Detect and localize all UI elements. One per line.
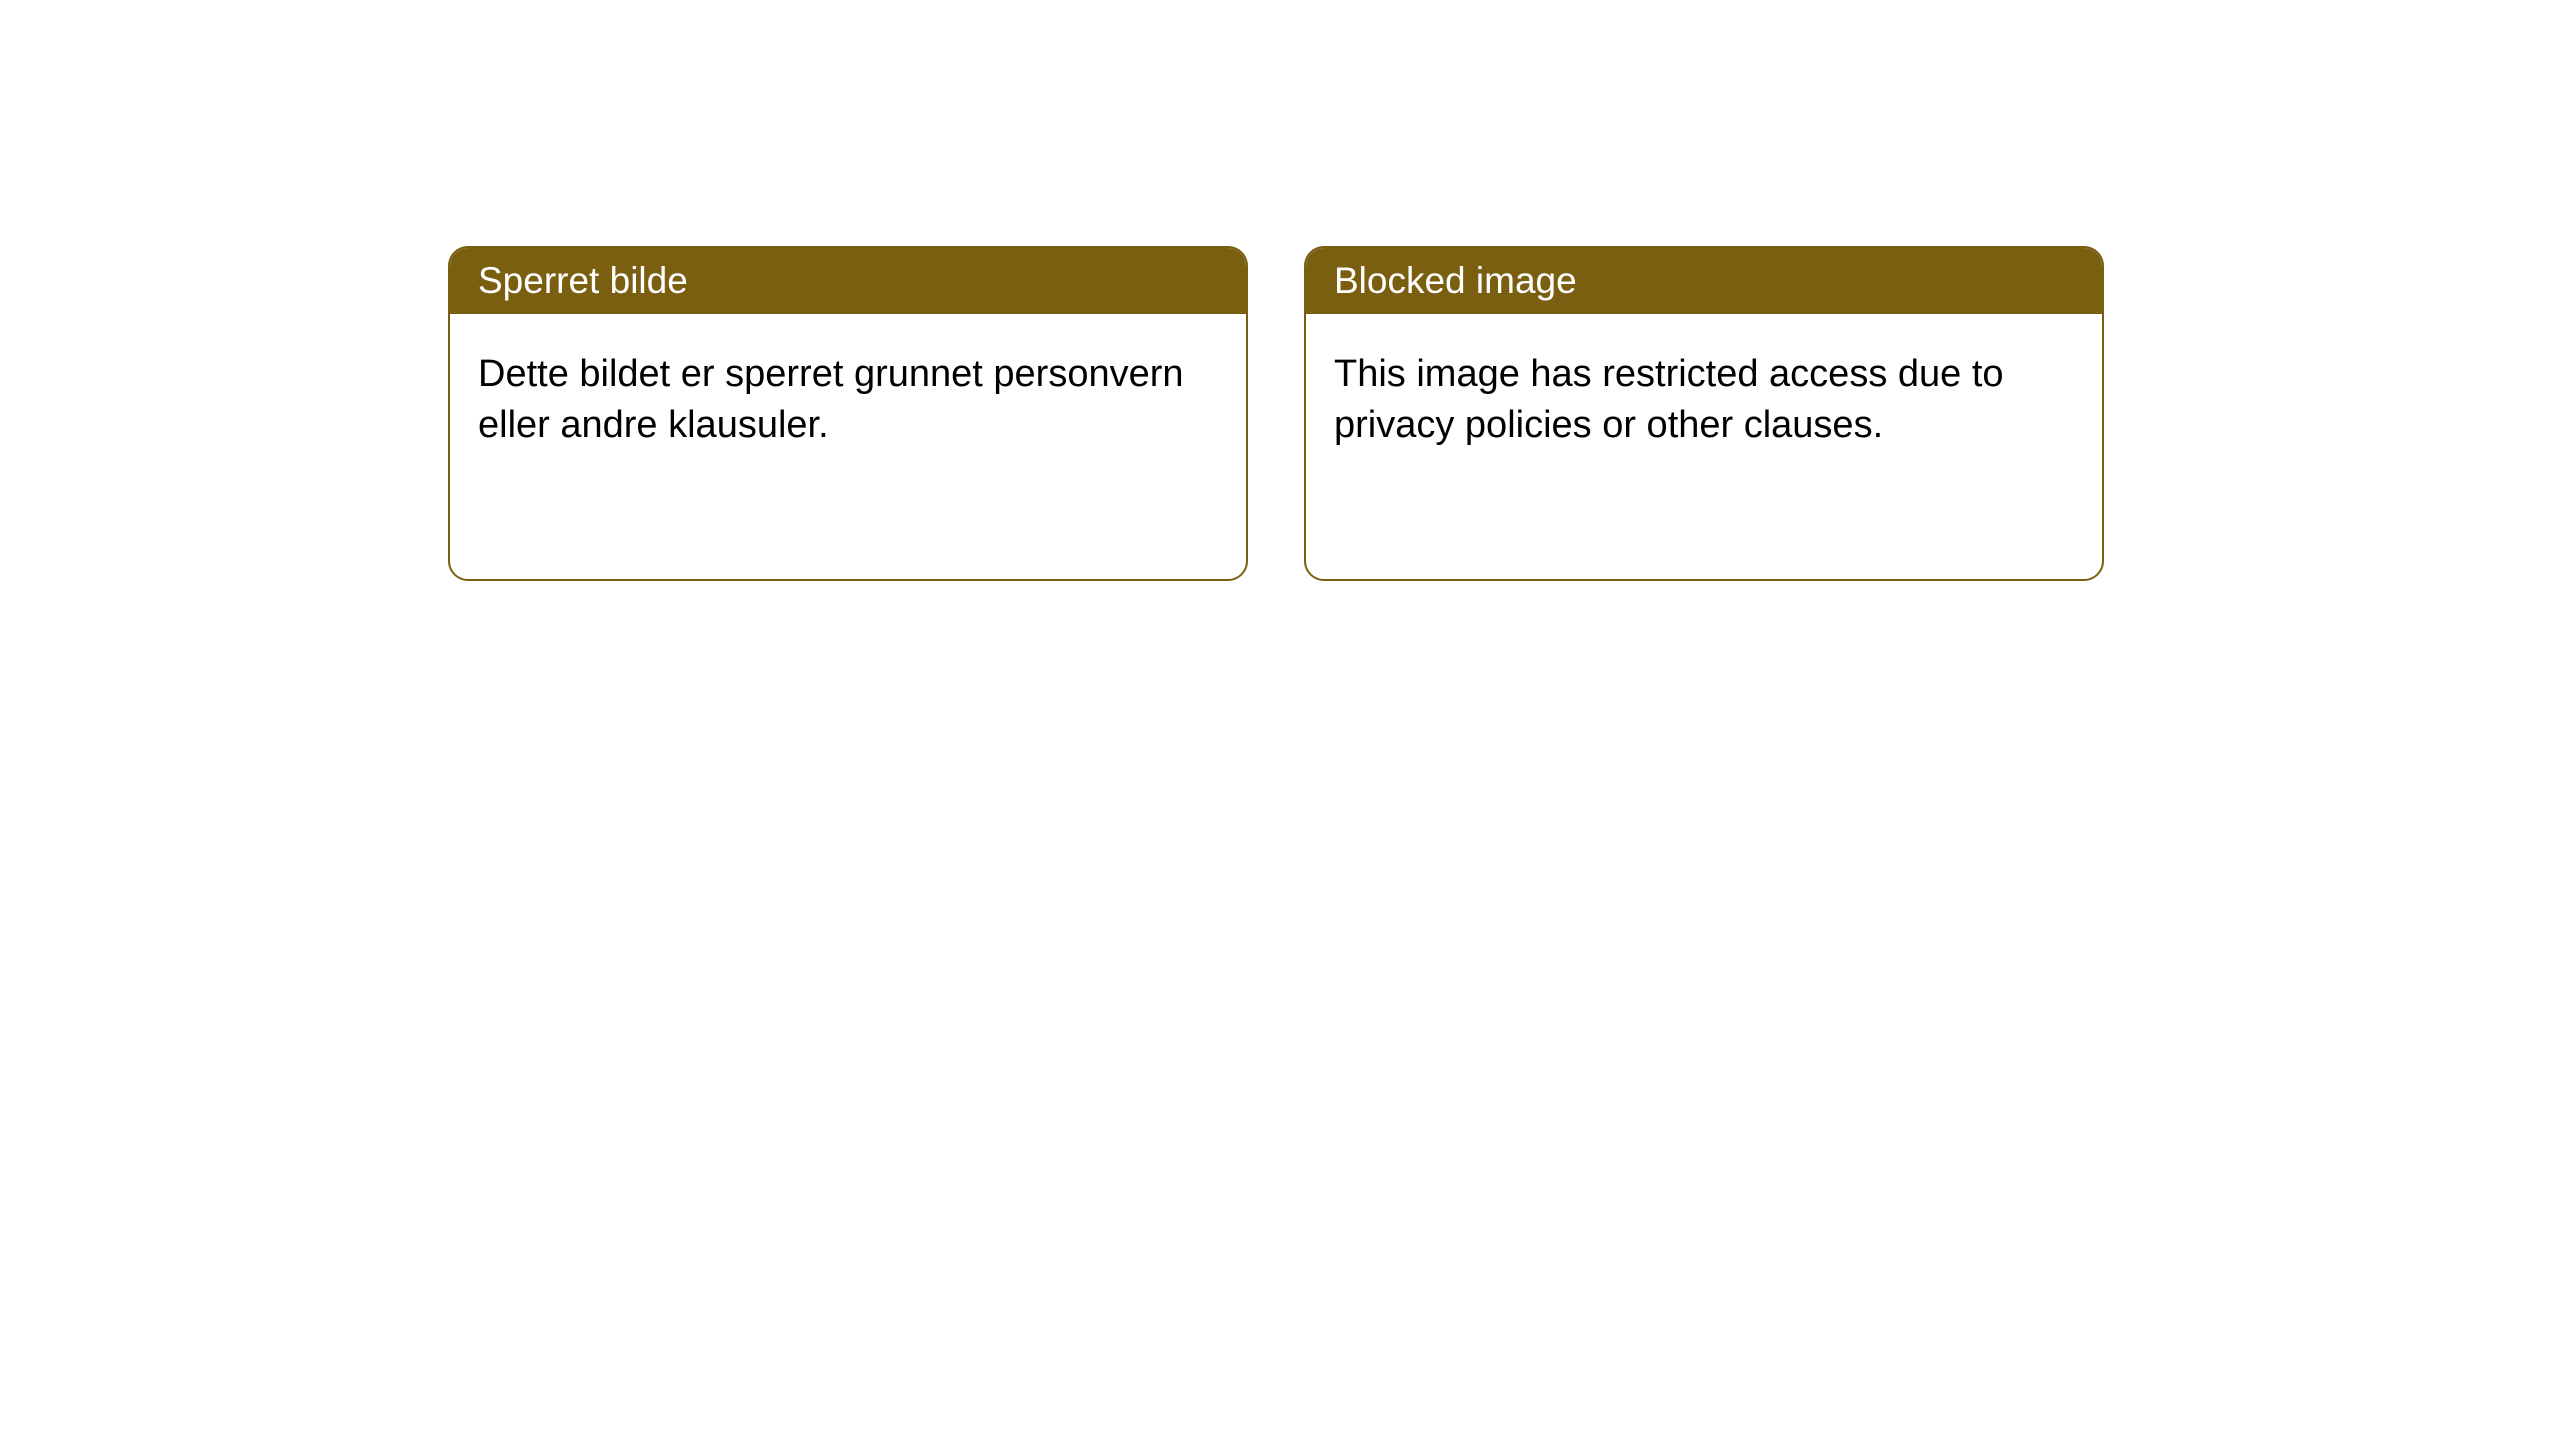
notice-title: Sperret bilde: [478, 260, 688, 301]
notice-header: Sperret bilde: [450, 248, 1246, 314]
notice-text: Dette bildet er sperret grunnet personve…: [478, 353, 1184, 446]
notice-title: Blocked image: [1334, 260, 1577, 301]
notice-body: This image has restricted access due to …: [1306, 314, 2102, 487]
notice-body: Dette bildet er sperret grunnet personve…: [450, 314, 1246, 487]
notice-card-norwegian: Sperret bilde Dette bildet er sperret gr…: [448, 246, 1248, 581]
notice-header: Blocked image: [1306, 248, 2102, 314]
notice-text: This image has restricted access due to …: [1334, 353, 2004, 446]
notice-container: Sperret bilde Dette bildet er sperret gr…: [448, 246, 2104, 581]
notice-card-english: Blocked image This image has restricted …: [1304, 246, 2104, 581]
